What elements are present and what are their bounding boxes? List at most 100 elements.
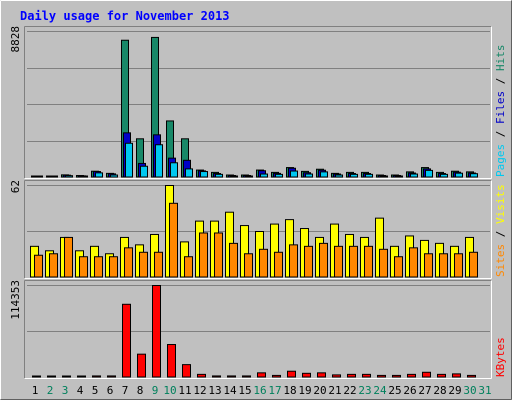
- bar-kbytes-kbytes-day-13: [212, 375, 221, 378]
- panel-hits: 8828 Pages / Files / Hits: [9, 26, 507, 179]
- bar-hits-pages-day-26: [410, 173, 418, 178]
- bar-visits-sites-day-19: [304, 245, 313, 278]
- bar-visits-sites-day-24: [379, 248, 388, 278]
- bar-visits-sites-day-6: [109, 256, 118, 278]
- panel-hits-max-label: 8828: [9, 26, 22, 53]
- bar-hits-pages-day-23: [365, 173, 373, 178]
- bar-hits-pages-day-21: [335, 174, 343, 178]
- legend-entry-files: Files: [494, 91, 507, 124]
- bar-kbytes-kbytes-day-4: [77, 375, 86, 378]
- bar-visits-sites-day-7: [124, 247, 133, 278]
- bar-hits-pages-day-6: [110, 174, 118, 178]
- day-label-16: 16: [253, 384, 266, 397]
- chart-title: Daily usage for November 2013: [20, 9, 230, 23]
- day-label-18: 18: [283, 384, 296, 397]
- bar-visits-sites-day-30: [469, 251, 478, 278]
- day-labels-layer: 1 2 3 4 5 6 7 8 9 10 11 12 13 14 15 16 17 18 19 20 21 22 23 24 2…: [32, 384, 492, 397]
- bar-hits-pages-day-3: [65, 175, 73, 178]
- bar-hits-pages-day-20: [320, 171, 328, 178]
- bar-visits-sites-day-26: [409, 247, 418, 278]
- day-label-28: 28: [433, 384, 446, 397]
- bar-kbytes-kbytes-day-20: [317, 372, 326, 378]
- bar-visits-sites-day-21: [334, 245, 343, 278]
- bar-kbytes-kbytes-day-3: [62, 375, 71, 378]
- bar-hits-pages-day-27: [425, 169, 433, 178]
- day-label-17: 17: [268, 384, 281, 397]
- bar-visits-sites-day-17: [274, 251, 283, 278]
- day-label-11: 11: [178, 384, 191, 397]
- bar-visits-sites-day-14: [229, 242, 238, 278]
- day-label-6: 6: [107, 384, 114, 397]
- bar-kbytes-kbytes-day-10: [167, 344, 176, 378]
- day-label-3: 3: [62, 384, 69, 397]
- bar-hits-pages-day-25: [395, 175, 403, 178]
- panel-hits-legend: Pages / Files / Hits: [494, 45, 507, 178]
- bar-visits-sites-day-28: [439, 253, 448, 278]
- bar-kbytes-kbytes-day-26: [407, 373, 416, 378]
- bar-kbytes-kbytes-day-24: [377, 374, 386, 378]
- day-label-13: 13: [208, 384, 221, 397]
- panel-kbytes: 114353 KBytes: [9, 280, 507, 379]
- legend-entry-pages: Pages: [494, 144, 507, 177]
- bar-kbytes-kbytes-day-14: [227, 375, 236, 378]
- bar-hits-pages-day-30: [470, 173, 478, 178]
- bar-kbytes-kbytes-day-30: [467, 374, 476, 378]
- legend-entry-hits: Hits: [494, 45, 507, 72]
- bar-visits-sites-day-27: [424, 253, 433, 278]
- bar-hits-pages-day-11: [185, 168, 193, 178]
- day-label-2: 2: [47, 384, 54, 397]
- panel-visits-legend: Sites / Visits: [494, 184, 507, 277]
- bar-visits-sites-day-13: [214, 232, 223, 278]
- bar-hits-pages-day-29: [455, 172, 463, 178]
- legend-separator: /: [494, 224, 507, 244]
- day-label-23: 23: [358, 384, 371, 397]
- day-label-14: 14: [223, 384, 237, 397]
- legend-entry-kbytes: KBytes: [494, 337, 507, 377]
- bar-hits-pages-day-1: [35, 175, 43, 178]
- bar-visits-sites-day-9: [154, 251, 163, 278]
- bar-kbytes-kbytes-day-6: [107, 375, 116, 378]
- bar-kbytes-kbytes-day-2: [47, 375, 56, 378]
- bar-kbytes-kbytes-day-5: [92, 375, 101, 378]
- bar-kbytes-kbytes-day-16: [257, 372, 266, 378]
- day-label-1: 1: [32, 384, 39, 397]
- bar-visits-sites-day-15: [244, 253, 253, 278]
- day-label-25: 25: [388, 384, 401, 397]
- bar-visits-sites-day-23: [364, 245, 373, 278]
- bar-visits-sites-day-2: [49, 253, 58, 278]
- bar-kbytes-kbytes-day-12: [197, 373, 206, 378]
- bar-kbytes-kbytes-day-7: [122, 303, 131, 378]
- bar-hits-pages-day-9: [155, 144, 163, 178]
- bar-visits-sites-day-5: [94, 256, 103, 278]
- panels-layer: 8828 Pages / Files / Hits 62 Sites / Visits…: [9, 26, 507, 379]
- bar-kbytes-kbytes-day-21: [332, 374, 341, 378]
- bar-visits-sites-day-16: [259, 248, 268, 278]
- day-label-10: 10: [163, 384, 176, 397]
- bar-hits-pages-day-10: [170, 162, 178, 178]
- bar-kbytes-kbytes-day-19: [302, 372, 311, 378]
- bar-kbytes-kbytes-day-25: [392, 374, 401, 378]
- bar-hits-pages-day-28: [440, 173, 448, 178]
- bar-kbytes-kbytes-day-28: [437, 373, 446, 378]
- bar-hits-pages-day-5: [95, 172, 103, 178]
- bar-kbytes-kbytes-day-1: [32, 375, 41, 378]
- panel-visits: 62 Sites / Visits: [9, 180, 507, 279]
- legend-separator: /: [494, 71, 507, 91]
- day-label-24: 24: [373, 384, 387, 397]
- day-label-5: 5: [92, 384, 99, 397]
- day-label-7: 7: [122, 384, 129, 397]
- bar-visits-sites-day-22: [349, 245, 358, 278]
- panel-kbytes-max-label: 114353: [9, 280, 22, 320]
- day-label-15: 15: [238, 384, 251, 397]
- bar-hits-pages-day-13: [215, 173, 223, 178]
- day-label-31: 31: [478, 384, 491, 397]
- bar-visits-sites-day-4: [79, 256, 88, 278]
- day-label-29: 29: [448, 384, 461, 397]
- bar-visits-sites-day-29: [454, 253, 463, 278]
- bar-visits-sites-day-10: [169, 202, 178, 278]
- bar-kbytes-kbytes-day-11: [182, 364, 191, 378]
- bar-hits-pages-day-17: [275, 173, 283, 178]
- panel-visits-max-label: 62: [9, 180, 22, 193]
